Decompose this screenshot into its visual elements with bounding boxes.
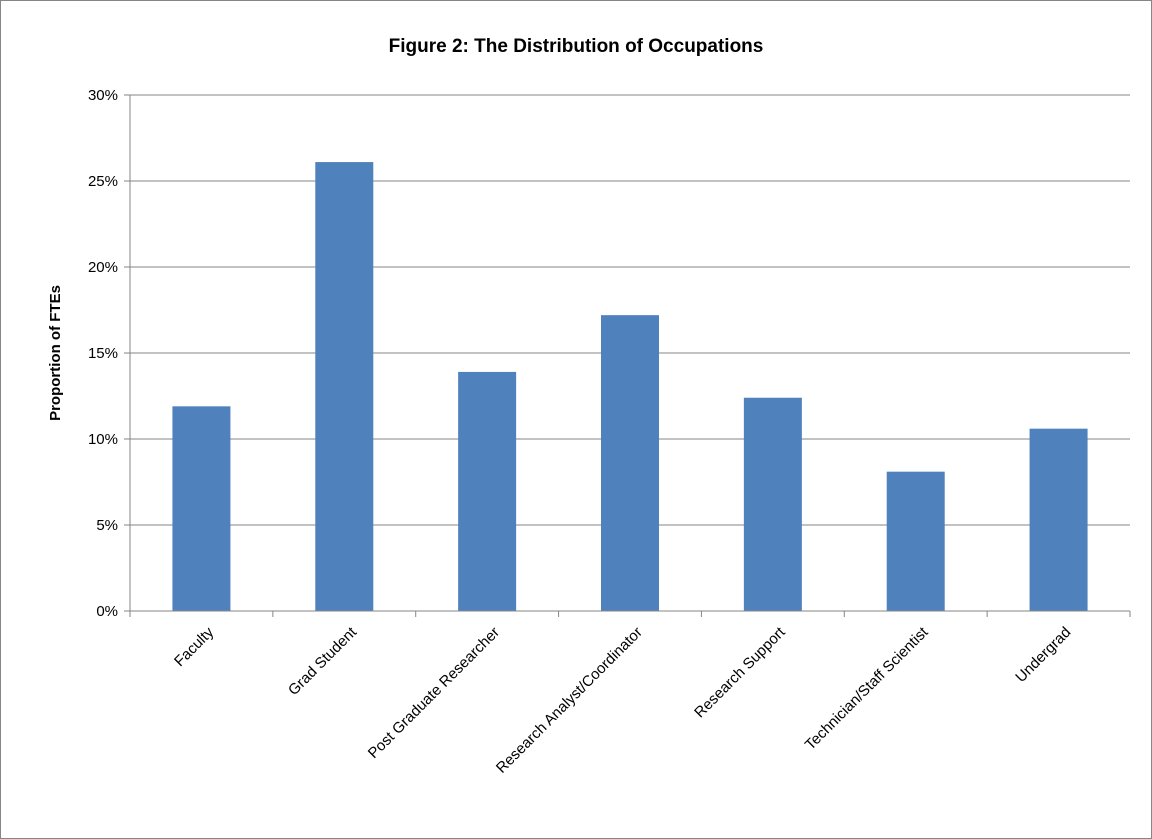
y-tick-label: 20%	[88, 259, 118, 276]
x-tick-label: Undergrad	[1012, 624, 1074, 686]
y-tick-label: 10%	[88, 431, 118, 448]
bar	[172, 406, 231, 611]
bars	[172, 162, 1088, 611]
axes	[124, 94, 1131, 617]
y-tick-label: 5%	[96, 517, 118, 534]
y-tick-label: 15%	[88, 345, 118, 362]
y-tick-labels: 0% 5% 10% 15% 20% 25% 30%	[88, 87, 118, 620]
chart-title: Figure 2: The Distribution of Occupation…	[388, 36, 764, 57]
x-tick-label: Research Support	[691, 623, 789, 721]
bar	[886, 471, 945, 611]
bar	[743, 397, 802, 611]
x-tick-labels: Faculty Grad Student Post Graduate Researc…	[171, 623, 1074, 777]
y-tick-label: 25%	[88, 173, 118, 190]
x-tick-label: Grad Student	[285, 623, 361, 699]
bar	[601, 315, 659, 611]
y-axis-label: Proportion of FTEs	[47, 285, 64, 421]
bar	[1029, 428, 1088, 611]
bar	[458, 371, 517, 611]
x-tick-label: Faculty	[171, 623, 218, 670]
x-tick-label: Post Graduate Researcher	[365, 624, 503, 762]
bar	[315, 162, 374, 611]
x-tick-label: Research Analyst/Coordinator	[493, 624, 646, 777]
y-tick-label: 0%	[96, 603, 118, 620]
x-tick-label: Technician/Staff Scientist	[802, 623, 932, 753]
y-tick-label: 30%	[88, 87, 118, 104]
